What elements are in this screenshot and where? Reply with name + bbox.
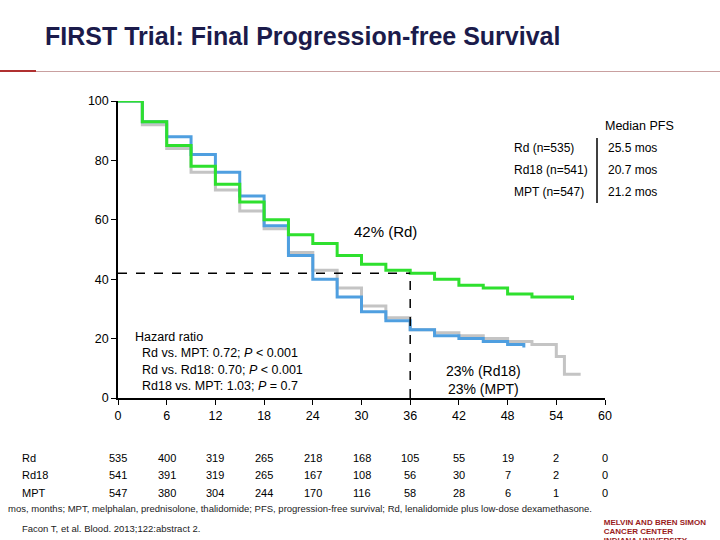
svg-text:116: 116 bbox=[353, 487, 371, 499]
svg-text:23% (Rd18)23% (MPT): 23% (Rd18)23% (MPT) bbox=[446, 363, 521, 397]
svg-text:20: 20 bbox=[95, 332, 109, 346]
html-text:mos, months; MPT, melphalan, p: mos, months; MPT, melphalan, prednisolon… bbox=[8, 503, 592, 514]
svg-text:7: 7 bbox=[505, 469, 511, 481]
svg-text:0: 0 bbox=[602, 452, 608, 464]
svg-text:MPT: MPT bbox=[22, 487, 46, 499]
svg-text:380: 380 bbox=[158, 487, 176, 499]
svg-text:535: 535 bbox=[109, 452, 127, 464]
svg-text:547: 547 bbox=[109, 487, 127, 499]
svg-text:Hazard ratio Rd vs. MPT: 0.72: Hazard ratio Rd vs. MPT: 0.72; P < 0.001… bbox=[135, 330, 303, 393]
svg-text:170: 170 bbox=[304, 487, 322, 499]
svg-text:42% (Rd): 42% (Rd) bbox=[354, 223, 417, 240]
svg-text:54: 54 bbox=[549, 409, 563, 423]
svg-text:20.7 mos: 20.7 mos bbox=[608, 163, 657, 177]
svg-text:541: 541 bbox=[109, 469, 127, 481]
svg-text:56: 56 bbox=[404, 469, 416, 481]
svg-text:Rd: Rd bbox=[22, 452, 36, 464]
svg-text:21.2 mos: 21.2 mos bbox=[608, 185, 657, 199]
svg-text:400: 400 bbox=[158, 452, 176, 464]
svg-text:1: 1 bbox=[553, 487, 559, 499]
svg-text:18: 18 bbox=[257, 409, 271, 423]
svg-text:168: 168 bbox=[353, 452, 371, 464]
svg-text:Rd18 (n=541): Rd18 (n=541) bbox=[514, 163, 588, 177]
html-text:CANCER CENTER: CANCER CENTER bbox=[603, 527, 674, 536]
svg-text:2: 2 bbox=[553, 452, 559, 464]
svg-text:0: 0 bbox=[602, 469, 608, 481]
svg-text:Median PFS: Median PFS bbox=[605, 119, 674, 133]
svg-text:MPT (n=547): MPT (n=547) bbox=[514, 185, 584, 199]
svg-text:319: 319 bbox=[206, 452, 224, 464]
svg-text:42: 42 bbox=[452, 409, 466, 423]
svg-text:319: 319 bbox=[206, 469, 224, 481]
svg-text:60: 60 bbox=[95, 213, 109, 227]
svg-text:265: 265 bbox=[255, 469, 273, 481]
svg-text:30: 30 bbox=[355, 409, 369, 423]
svg-text:6: 6 bbox=[163, 409, 170, 423]
svg-text:244: 244 bbox=[255, 487, 273, 499]
svg-text:Rd18: Rd18 bbox=[22, 469, 48, 481]
svg-text:55: 55 bbox=[453, 452, 465, 464]
svg-text:58: 58 bbox=[404, 487, 416, 499]
svg-text:391: 391 bbox=[158, 469, 176, 481]
svg-text:100: 100 bbox=[88, 94, 109, 108]
svg-text:167: 167 bbox=[304, 469, 322, 481]
svg-text:12: 12 bbox=[208, 409, 222, 423]
html-text:Facon T, et al. Blood. 2013;12: Facon T, et al. Blood. 2013;122:abstract… bbox=[22, 523, 201, 534]
svg-text:105: 105 bbox=[401, 452, 419, 464]
svg-text:6: 6 bbox=[505, 487, 511, 499]
svg-text:265: 265 bbox=[255, 452, 273, 464]
svg-text:40: 40 bbox=[95, 273, 109, 287]
svg-text:2: 2 bbox=[553, 469, 559, 481]
svg-text:80: 80 bbox=[95, 154, 109, 168]
svg-text:24: 24 bbox=[306, 409, 320, 423]
svg-text:30: 30 bbox=[453, 469, 465, 481]
svg-text:0: 0 bbox=[115, 409, 122, 423]
svg-text:304: 304 bbox=[206, 487, 224, 499]
svg-text:Rd (n=535): Rd (n=535) bbox=[514, 141, 574, 155]
svg-text:108: 108 bbox=[353, 469, 371, 481]
svg-text:218: 218 bbox=[304, 452, 322, 464]
html-text:FIRST Trial: Final Progression: FIRST Trial: Final Progression-free Surv… bbox=[45, 22, 561, 50]
svg-text:0: 0 bbox=[602, 487, 608, 499]
svg-text:25.5 mos: 25.5 mos bbox=[608, 141, 657, 155]
svg-text:28: 28 bbox=[453, 487, 465, 499]
html-text:MELVIN AND BREN SIMON: MELVIN AND BREN SIMON bbox=[603, 518, 706, 527]
svg-text:0: 0 bbox=[102, 391, 109, 405]
svg-text:48: 48 bbox=[501, 409, 515, 423]
svg-text:36: 36 bbox=[403, 409, 417, 423]
svg-text:19: 19 bbox=[502, 452, 514, 464]
svg-text:60: 60 bbox=[598, 409, 612, 423]
